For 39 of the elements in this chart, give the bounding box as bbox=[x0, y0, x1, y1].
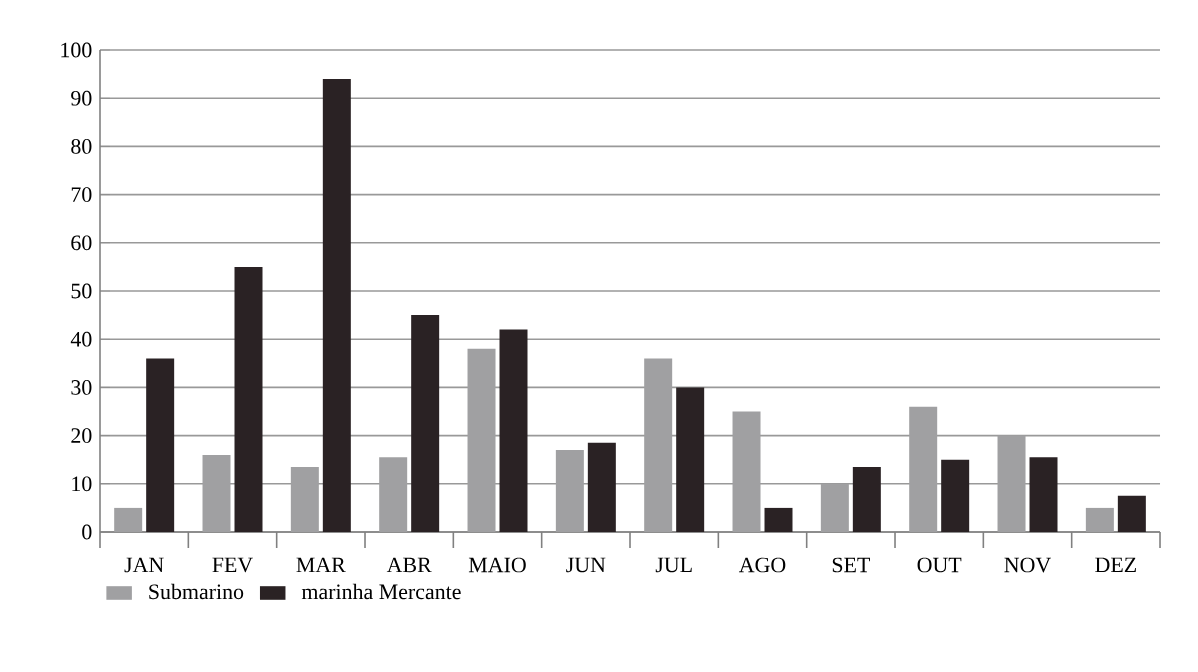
legend-label: Submarino bbox=[149, 583, 244, 600]
bar bbox=[411, 315, 440, 532]
bar bbox=[499, 329, 528, 532]
x-tick-label: FEV bbox=[212, 557, 253, 573]
y-tick-label: 40 bbox=[70, 331, 92, 347]
y-tick-label: 60 bbox=[71, 235, 92, 251]
y-tick-label: 70 bbox=[71, 187, 92, 202]
bar bbox=[852, 466, 881, 532]
bar bbox=[322, 78, 351, 532]
x-tick-label: DEZ bbox=[1095, 557, 1136, 573]
y-tick-label: 20 bbox=[71, 428, 92, 443]
y-tick-label: 80 bbox=[71, 139, 92, 154]
legend-label: marinha Mercante bbox=[301, 583, 461, 600]
y-tick-label: 10 bbox=[72, 476, 92, 492]
x-tick-label: OUT bbox=[917, 557, 962, 573]
x-tick-label: JAN bbox=[124, 557, 164, 573]
bar bbox=[234, 266, 263, 532]
bar bbox=[1085, 507, 1114, 532]
bar bbox=[146, 358, 175, 532]
bar bbox=[587, 442, 616, 532]
y-tick-label: 50 bbox=[71, 283, 92, 299]
y-tick-label: 0 bbox=[82, 524, 92, 540]
bar bbox=[114, 507, 143, 532]
x-tick-label: MAR bbox=[296, 557, 346, 573]
x-tick-label: NOV bbox=[1004, 557, 1051, 573]
bar bbox=[1117, 495, 1146, 532]
x-tick-label: JUN bbox=[566, 557, 606, 573]
bar bbox=[941, 459, 970, 532]
x-tick-label: SET bbox=[832, 557, 870, 573]
x-tick-label: MAIO bbox=[468, 557, 526, 573]
x-tick-label: AGO bbox=[738, 557, 786, 573]
y-tick-label: 30 bbox=[71, 380, 92, 395]
bar bbox=[1029, 457, 1058, 532]
y-tick-label: 90 bbox=[71, 90, 92, 106]
bar bbox=[764, 507, 793, 532]
y-tick-label: 100 bbox=[61, 42, 92, 58]
x-tick-label: ABR bbox=[386, 557, 432, 573]
x-tick-label: JUL bbox=[655, 557, 692, 573]
bar bbox=[676, 387, 705, 532]
